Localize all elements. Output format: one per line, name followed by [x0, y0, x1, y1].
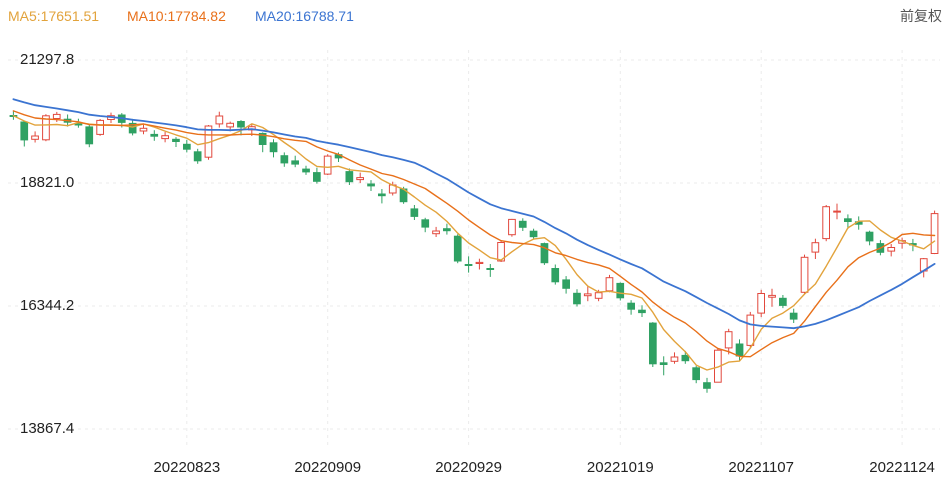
candle-body — [681, 354, 690, 362]
candle-body — [703, 382, 711, 389]
candle-body — [323, 155, 332, 175]
ma10-line — [12, 110, 936, 358]
candle-body — [887, 247, 896, 252]
ma5-legend-label: MA5:17651.51 — [8, 8, 100, 24]
candle-body — [930, 213, 939, 255]
candle-body — [822, 206, 830, 240]
candle-body — [378, 193, 386, 197]
candle-body — [627, 302, 635, 310]
candle-body — [692, 367, 700, 381]
candle-body — [508, 218, 516, 236]
y-tick-label: 21297.8 — [20, 51, 75, 68]
candle-body — [31, 135, 39, 140]
candle-body — [486, 268, 495, 270]
price-adjust-mode-label[interactable]: 前复权 — [900, 8, 942, 24]
candle-body — [638, 309, 646, 314]
candle-body — [150, 133, 159, 137]
ma20-line — [12, 98, 936, 330]
candle-body — [605, 277, 614, 292]
x-tick-label: 20221107 — [728, 459, 794, 476]
candle-body — [291, 160, 299, 165]
candle-body — [497, 242, 505, 262]
candle-body — [833, 210, 841, 213]
candle-body — [464, 264, 473, 266]
x-tick-label: 20220909 — [294, 459, 362, 476]
candle-body — [573, 292, 581, 305]
candle-body — [649, 322, 657, 365]
candle-body — [226, 122, 235, 128]
x-tick-label: 20220823 — [153, 459, 221, 476]
candle-body — [269, 142, 278, 153]
candle-body — [768, 294, 776, 298]
ma10-legend-label: MA10:17784.82 — [127, 8, 226, 24]
candle-body — [779, 297, 787, 306]
candle-body — [52, 113, 61, 120]
candle-body — [540, 243, 549, 264]
candle-body — [421, 219, 430, 228]
candle-body — [659, 362, 668, 365]
candle-body — [183, 143, 191, 150]
candle-body — [313, 172, 321, 182]
candle-body — [562, 279, 570, 289]
candle-body — [735, 343, 744, 357]
candle-body — [746, 314, 755, 346]
candle-body — [551, 268, 560, 283]
candle-body — [453, 235, 462, 262]
candle-body — [161, 135, 170, 140]
candle-body — [800, 256, 809, 293]
candle-body — [616, 282, 625, 299]
candle-body — [85, 126, 94, 145]
candle-body — [172, 138, 180, 143]
candle-body — [128, 122, 137, 134]
candle-body — [475, 261, 484, 264]
candle-body — [74, 123, 83, 126]
candle-body — [432, 230, 440, 235]
candle-body — [594, 292, 603, 299]
candle-body — [96, 119, 105, 135]
candle-body — [670, 356, 679, 362]
y-tick-label: 13867.4 — [20, 420, 75, 437]
candle-body — [583, 293, 592, 297]
candle-body — [529, 230, 538, 238]
ma20-legend-label: MA20:16788.71 — [255, 8, 354, 24]
candle-body — [844, 218, 852, 223]
candle-body — [139, 127, 148, 132]
candle-body — [811, 242, 820, 253]
y-tick-label: 18821.0 — [20, 174, 75, 191]
candle-body — [215, 115, 224, 125]
candle-body — [367, 183, 375, 187]
candle-body — [410, 208, 419, 217]
y-tick-label: 16344.2 — [20, 297, 75, 314]
x-tick-label: 20221124 — [869, 459, 935, 476]
candle-body — [757, 293, 765, 314]
candle-body — [724, 331, 733, 349]
candle-body — [42, 115, 50, 141]
candle-body — [258, 132, 267, 145]
candle-body — [20, 121, 29, 141]
candle-body — [865, 231, 874, 242]
candle-body — [356, 177, 364, 181]
ma5-line — [12, 114, 936, 371]
candle-body — [280, 155, 289, 164]
candle-body — [789, 312, 798, 320]
candle-body — [193, 151, 202, 162]
candle-body — [345, 171, 354, 183]
x-tick-label: 20221019 — [586, 459, 654, 476]
candle-body — [237, 121, 245, 128]
candle-body — [302, 168, 310, 173]
x-tick-label: 20220929 — [435, 459, 502, 476]
candle-body — [443, 228, 451, 232]
candle-body — [518, 220, 527, 228]
